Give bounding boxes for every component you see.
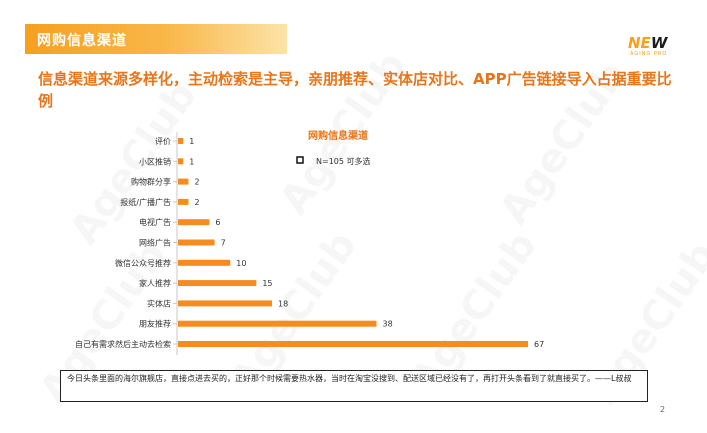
chart-title: 网购信息渠道 [308,129,368,142]
data-label: 67 [534,340,544,349]
data-label: 6 [215,218,220,227]
data-label: 1 [189,157,194,166]
bar [178,198,189,205]
data-label: 38 [383,320,393,329]
legend-text: N=105 可多选 [316,156,371,166]
bar [178,138,184,144]
category-label: 家人推荐 [139,278,171,288]
category-label: 报纸/广播广告 [120,197,171,207]
bar [178,158,184,165]
header-band: 网购信息渠道 [25,24,287,54]
category-label: 评价 [155,137,171,146]
data-label: 7 [221,239,226,248]
page-title: 网购信息渠道 [37,33,127,49]
quote-box: 今日头条里面的海尔旗舰店，直接点进去买的，正好那个时候需要热水器，当时在淘宝没搜… [60,370,648,402]
bar [178,239,215,246]
brand-logo: NEW AGING PRO [628,34,692,60]
data-label: 1 [189,137,194,146]
bar [178,219,210,226]
legend-marker [296,156,304,164]
category-label: 微信公众号推荐 [115,258,171,268]
bar [178,341,528,347]
data-label: 2 [194,198,199,207]
bar [178,178,189,185]
logo-subtext: AGING PRO [630,51,668,57]
bar [178,280,257,287]
bar [178,259,231,266]
data-label: 10 [236,259,246,268]
category-label: 小区推销 [139,156,171,166]
category-label: 电视广告 [139,217,171,227]
category-label: 朋友推荐 [139,319,171,329]
category-label: 购物群分享 [131,177,171,187]
data-label: 15 [262,279,272,288]
category-label: 自己有需求然后主动去检索 [75,339,171,349]
page-number: 2 [660,405,666,414]
logo-text: NEW [628,34,668,52]
category-label: 实体店 [147,298,171,308]
data-label: 18 [278,299,288,308]
quote-text: 今日头条里面的海尔旗舰店，直接点进去买的，正好那个时候需要热水器，当时在淘宝没搜… [67,374,632,383]
data-label: 2 [194,178,199,187]
bar [178,300,273,307]
headline: 信息渠道来源多样化，主动检索是主导，亲朋推荐、实体店对比、APP广告链接导入占据… [38,70,672,110]
bar [178,320,377,327]
category-label: 网络广告 [139,238,171,248]
